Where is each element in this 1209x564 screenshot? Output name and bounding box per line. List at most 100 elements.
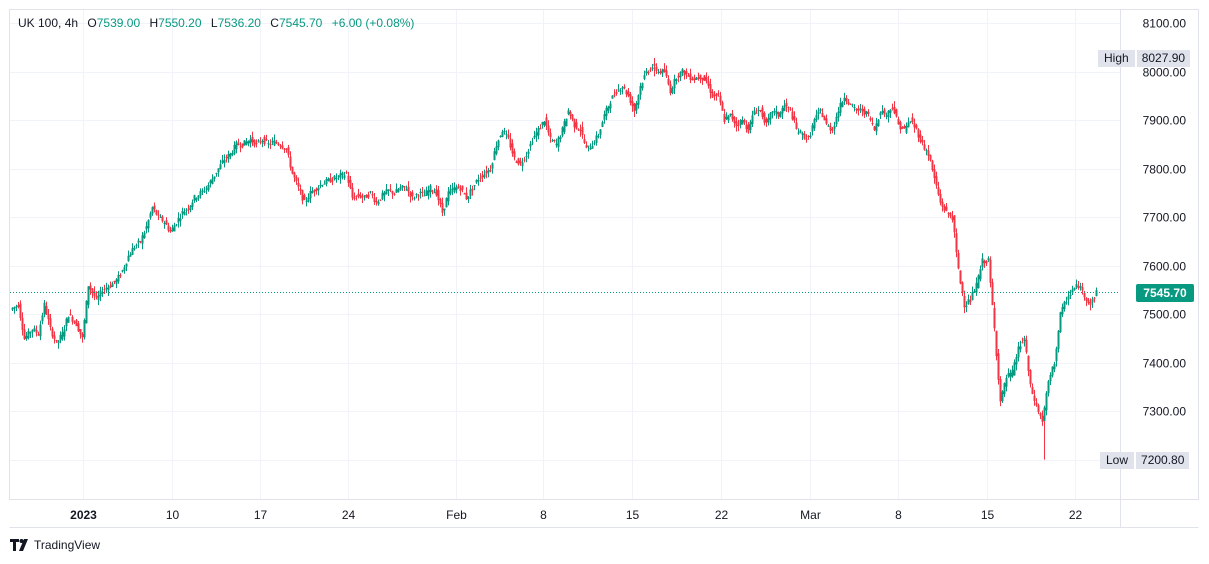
candle-up	[121, 270, 124, 272]
candle-up	[133, 247, 136, 250]
candle-up	[151, 207, 154, 214]
candle-up	[741, 119, 744, 125]
candle-up	[305, 200, 308, 202]
candle-up	[1067, 296, 1070, 300]
candle-up	[501, 131, 504, 137]
candle-up	[505, 133, 508, 135]
candle-up	[101, 292, 104, 294]
candle-down	[507, 135, 510, 138]
candle-down	[1031, 387, 1034, 395]
candle-up	[981, 258, 984, 268]
candle-up	[189, 205, 192, 211]
candle-down	[35, 329, 38, 333]
candle-down	[895, 109, 898, 117]
candle-up	[197, 195, 200, 199]
candle-down	[1081, 287, 1084, 291]
candle-down	[1041, 415, 1044, 422]
candle-up	[875, 123, 878, 132]
time-tick-label: 24	[342, 508, 356, 522]
candle-down	[301, 190, 304, 201]
candle-up	[61, 332, 64, 340]
candle-up	[751, 115, 754, 125]
open-label: O	[87, 16, 97, 30]
candle-down	[755, 112, 758, 114]
candle-up	[85, 300, 88, 324]
candle-up	[783, 105, 786, 112]
price-axis[interactable]: 7200.007300.007400.007500.007600.007700.…	[1143, 17, 1187, 468]
last-price-badge: 7545.70	[1136, 284, 1194, 302]
candle-down	[315, 188, 318, 191]
candle-up	[381, 192, 384, 200]
candle-down	[463, 193, 466, 195]
candle-down	[403, 186, 406, 188]
candle-down	[379, 199, 382, 201]
symbol-interval[interactable]: UK 100, 4h	[18, 16, 79, 30]
candle-up	[739, 120, 742, 125]
price-tick-label: 7500.00	[1143, 308, 1187, 322]
candle-up	[433, 192, 436, 194]
candle-up	[385, 189, 388, 194]
candle-down	[803, 133, 806, 139]
candle-down	[509, 138, 512, 148]
candle-down	[689, 73, 692, 80]
candle-down	[153, 205, 156, 210]
brand-footer[interactable]: TradingView	[10, 538, 100, 552]
time-axis[interactable]: 2023 10 17 24 Feb 8 15 22 Mar 8 15 22	[70, 508, 1082, 522]
candle-up	[451, 188, 454, 190]
candle-up	[843, 97, 846, 101]
candle-down	[287, 147, 290, 155]
candle-up	[853, 107, 856, 109]
candle-up	[619, 90, 622, 92]
candle-up	[521, 162, 524, 166]
candle-up	[881, 110, 884, 114]
candle-up	[725, 116, 728, 120]
candle-down	[49, 318, 52, 327]
candle-up	[833, 125, 836, 129]
candle-up	[235, 141, 238, 150]
candle-up	[339, 173, 342, 179]
candle-up	[877, 119, 880, 126]
candle-down	[281, 145, 284, 149]
candle-up	[15, 306, 18, 308]
candle-down	[927, 150, 930, 156]
candle-up	[887, 110, 890, 118]
candle-up	[107, 287, 110, 291]
candle-up	[525, 155, 528, 157]
candle-down	[917, 129, 920, 138]
candle-up	[1049, 374, 1052, 382]
candle-up	[233, 144, 236, 154]
candle-down	[345, 172, 348, 174]
candle-down	[951, 216, 954, 221]
candle-down	[297, 182, 300, 187]
candle-down	[697, 77, 700, 79]
candle-up	[483, 174, 486, 178]
candle-up	[617, 89, 620, 91]
candle-down	[53, 335, 56, 340]
candle-up	[399, 187, 402, 190]
candle-up	[695, 78, 698, 80]
candle-down	[313, 189, 316, 192]
candle-down	[655, 66, 658, 72]
candle-down	[765, 119, 768, 123]
candle-down	[711, 91, 714, 98]
candle-up	[595, 135, 598, 143]
candle-up	[125, 263, 128, 267]
candle-down	[77, 323, 80, 332]
candle-up	[175, 224, 178, 226]
candle-up	[1073, 287, 1076, 291]
candle-down	[955, 233, 958, 253]
candle-up	[97, 295, 100, 300]
candle-up	[13, 307, 16, 309]
candle-down	[957, 252, 960, 269]
candle-up	[427, 190, 430, 196]
candle-up	[1075, 284, 1078, 288]
candle-up	[1009, 372, 1012, 378]
candle-down	[139, 241, 142, 243]
low-value: 7536.20	[217, 16, 261, 30]
candle-down	[693, 77, 696, 81]
candle-up	[567, 110, 570, 115]
candle-up	[31, 329, 34, 333]
candle-down	[285, 148, 288, 150]
candle-up	[681, 69, 684, 73]
